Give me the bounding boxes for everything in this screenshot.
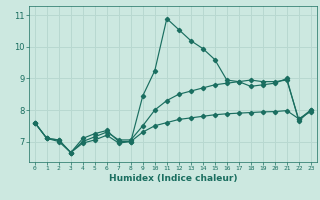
X-axis label: Humidex (Indice chaleur): Humidex (Indice chaleur): [108, 174, 237, 183]
